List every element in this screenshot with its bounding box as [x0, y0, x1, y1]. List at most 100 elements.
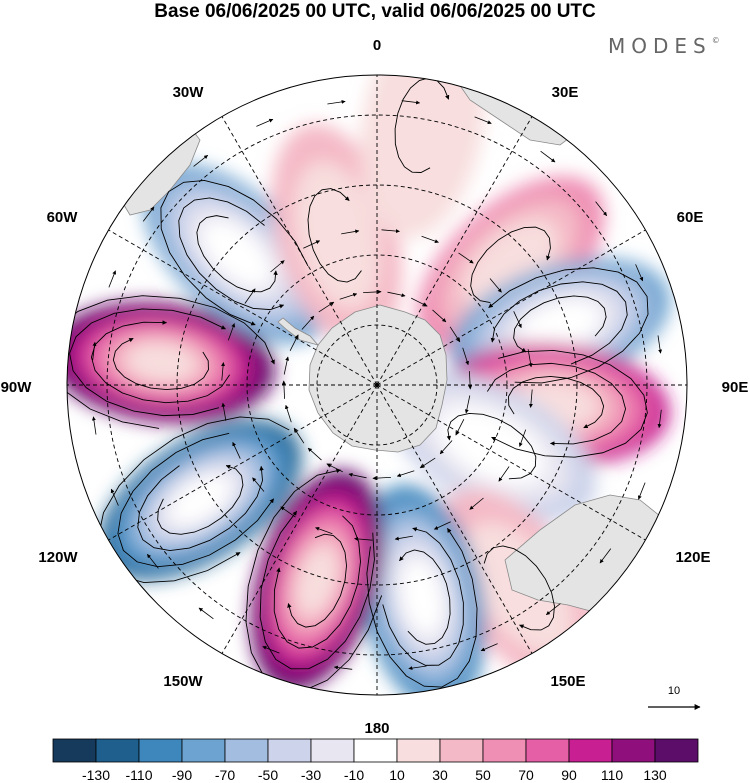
anomaly-blob — [99, 419, 302, 580]
wind-arrow — [408, 665, 427, 671]
anomaly-blob — [442, 342, 670, 465]
streamline — [399, 549, 451, 645]
streamline — [178, 197, 285, 311]
colorbar-tick-label: -90 — [172, 767, 192, 783]
streamline-path — [508, 376, 605, 429]
colorbar-swatch — [353, 738, 398, 763]
modes-logo: MODES© — [608, 34, 720, 58]
wind-arrow — [635, 264, 644, 282]
streamline-path — [483, 545, 555, 631]
wind-arrow — [545, 603, 561, 616]
meridian-line — [376, 116, 533, 386]
wind-arrow — [293, 427, 305, 444]
wind-arrow — [394, 535, 413, 541]
map-disk — [67, 75, 687, 695]
wind-arrow — [458, 252, 474, 264]
anomaly-blob — [67, 301, 275, 424]
streamline — [273, 515, 361, 649]
streamline — [69, 308, 226, 417]
wind-arrow — [462, 347, 470, 366]
streamline-path — [470, 226, 551, 304]
lon-label-90w: 90W — [1, 379, 33, 396]
anomaly-contour — [462, 219, 559, 311]
wind-arrow — [198, 607, 214, 620]
wind-arrow — [657, 335, 663, 354]
colorbar-tick-label: -10 — [344, 767, 364, 783]
wind-arrow — [262, 645, 280, 654]
wind-arrow — [387, 291, 406, 298]
colorbar-tick-label: 130 — [643, 767, 667, 783]
colorbar-swatch — [525, 738, 570, 763]
streamline — [483, 545, 555, 631]
anomaly-blob — [250, 470, 384, 692]
wind-arrow — [270, 260, 285, 273]
map-title: Base 06/06/2025 00 UTC, valid 06/06/2025… — [154, 1, 596, 22]
colorbar-swatch — [181, 738, 226, 763]
streamline — [259, 510, 375, 670]
wind-arrow — [513, 311, 522, 329]
meridian-line — [221, 116, 378, 386]
colorbar-swatch — [224, 738, 269, 763]
wind-arrow — [326, 463, 343, 473]
wind-arrow — [449, 326, 461, 343]
streamline-path — [446, 412, 537, 480]
anomaly-field — [67, 75, 670, 695]
streamline — [157, 464, 244, 535]
reference-vector-label: 10 — [668, 685, 680, 697]
streamline — [382, 527, 464, 666]
streamline-path — [486, 362, 627, 446]
south-pole-marker — [375, 383, 379, 387]
wind-arrow — [657, 409, 662, 429]
antarctica — [308, 304, 448, 453]
colorbar: -130 -110 -90 -70 -50 -30 -10 10 30 50 70 90 110 130 — [52, 738, 699, 783]
streamline — [486, 362, 627, 446]
streamline — [513, 295, 607, 353]
streamline-path — [366, 527, 478, 688]
streamline-path — [273, 515, 361, 649]
streamline — [112, 337, 209, 391]
wind-arrow — [372, 476, 391, 481]
anomaly-contour — [518, 300, 601, 352]
map-border — [66, 74, 688, 696]
lon-label-0: 0 — [373, 37, 381, 54]
copyright-mark: © — [711, 36, 720, 45]
wind-arrow — [401, 100, 421, 105]
streamline-path — [137, 465, 264, 552]
anomaly-contour — [169, 474, 232, 525]
wind-arrow — [455, 419, 465, 436]
wind-arrow — [339, 292, 358, 300]
streamline — [287, 533, 347, 628]
streamline — [508, 376, 605, 429]
wind-arrow — [289, 334, 299, 351]
wind-arrow — [301, 315, 315, 330]
wind-arrow — [381, 229, 400, 234]
wind-arrow — [354, 536, 373, 541]
wind-arrow — [108, 270, 117, 288]
wind-arrow — [637, 482, 646, 500]
streamline-path — [488, 267, 649, 384]
colorbar-tick-label: 70 — [518, 767, 534, 783]
wind-arrow — [464, 395, 471, 414]
wind-arrow — [595, 201, 608, 217]
wind-arrow — [599, 548, 612, 564]
wind-arrow — [348, 472, 367, 479]
wind-arrow — [146, 553, 159, 569]
wind-arrow — [281, 380, 286, 399]
wind-arrow — [363, 289, 382, 294]
colorbar-tick-label: 50 — [475, 767, 491, 783]
colorbar-swatch — [396, 738, 441, 763]
colorbar-tick-label: 10 — [389, 767, 405, 783]
wind-arrow — [307, 447, 322, 461]
anomaly-contour — [400, 559, 444, 635]
wind-streamlines — [67, 77, 663, 691]
streamline-path — [196, 215, 278, 293]
wind-arrow — [474, 116, 492, 125]
streamline-path — [259, 510, 375, 670]
wind-arrow — [341, 229, 360, 235]
lon-label-60e: 60E — [677, 209, 704, 226]
streamline-path — [178, 197, 285, 311]
wind-arrow — [333, 665, 353, 670]
wind-arrow — [280, 506, 296, 518]
colorbar-swatch — [611, 738, 656, 763]
streamline — [366, 527, 478, 688]
